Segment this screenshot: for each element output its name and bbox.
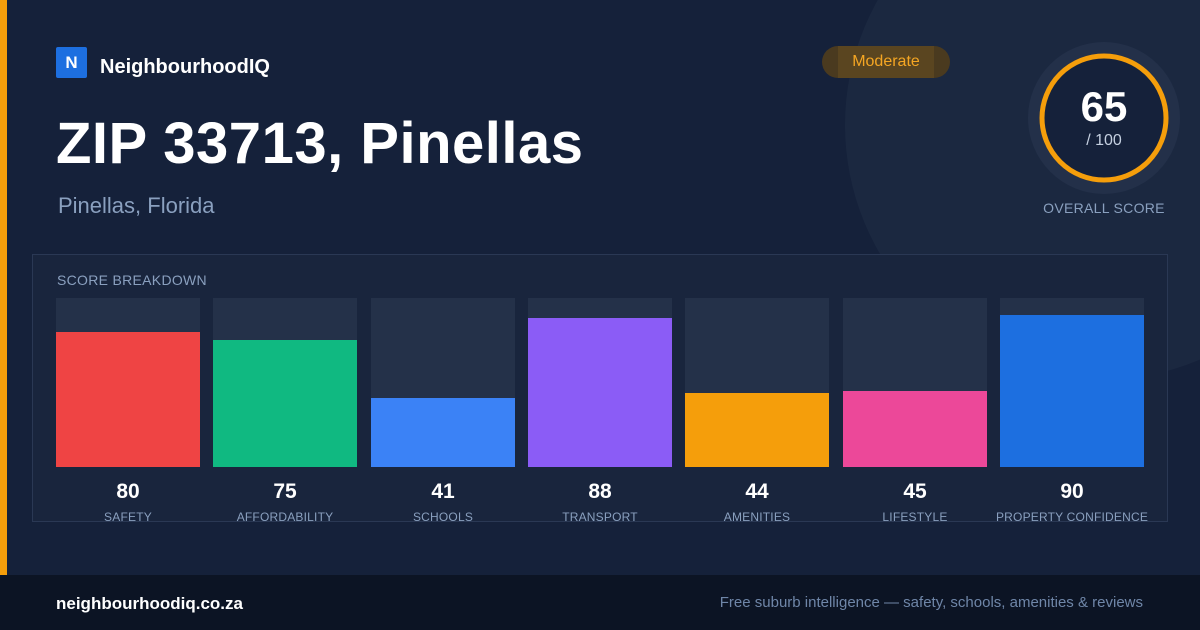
rating-badge-label: Moderate	[852, 53, 920, 70]
brand: N NeighbourhoodIQ	[56, 46, 270, 79]
bar-fill	[528, 318, 672, 467]
bar-fill	[213, 340, 357, 467]
bar-label: AMENITIES	[723, 510, 791, 524]
bar-label: LIFESTYLE	[882, 510, 948, 524]
bar-label: SAFETY	[104, 510, 152, 524]
score-breakdown-panel: SCORE BREAKDOWN 80 SAFETY 75 AFFORDABILITY 4…	[32, 254, 1168, 524]
bar-track	[843, 298, 987, 467]
bar-label: AFFORDABILITY	[236, 510, 334, 524]
page-title: ZIP 33713, Pinellas	[56, 111, 584, 176]
bar-value: 88	[588, 480, 612, 503]
badge-highlight	[838, 46, 934, 78]
bar-fill	[685, 393, 829, 467]
accent-bar	[0, 0, 7, 575]
bar-track	[528, 298, 672, 467]
bar-label: SCHOOLS	[412, 510, 474, 524]
bar-label: TRANSPORT	[562, 510, 638, 524]
breakdown-bars: 80 SAFETY 75 AFFORDABILITY 41 SCHOOLS 88 TRANSP…	[56, 298, 1148, 524]
bar-value: 80	[116, 480, 140, 503]
breakdown-title: SCORE BREAKDOWN	[57, 272, 207, 288]
bar-value: 45	[903, 480, 927, 503]
bar-lifestyle: 45 LIFESTYLE	[843, 298, 987, 524]
bar-safety: 80 SAFETY	[56, 298, 200, 524]
bar-amenities: 44 AMENITIES	[685, 298, 829, 524]
bar-affordability: 75 AFFORDABILITY	[213, 298, 357, 524]
bar-value: 75	[273, 480, 297, 503]
bar-value: 41	[431, 480, 455, 503]
overall-score-value: 65	[1080, 83, 1128, 130]
bar-track	[56, 298, 200, 467]
bar-transport: 88 TRANSPORT	[528, 298, 672, 524]
overall-score-gauge: 65 / 100	[1028, 42, 1180, 194]
bar-schools: 41 SCHOOLS	[371, 298, 515, 524]
bar-label: PROPERTY CONFIDENCE	[995, 510, 1149, 524]
bar-fill	[1000, 315, 1144, 467]
bar-track	[1000, 298, 1144, 467]
bar-fill	[56, 332, 200, 467]
brand-name: NeighbourhoodIQ	[100, 56, 270, 78]
bar-track	[685, 298, 829, 467]
bar-fill	[843, 391, 987, 467]
footer-url: neighbourhoodiq.co.za	[56, 594, 243, 613]
bar-property-confidence: 90 PROPERTY CONFIDENCE	[996, 298, 1148, 524]
footer: neighbourhoodiq.co.za Free suburb intell…	[0, 575, 1200, 630]
rating-badge: Moderate	[822, 46, 950, 78]
overall-score-label: OVERALL SCORE	[1043, 200, 1165, 216]
bar-value: 90	[1060, 480, 1084, 503]
score-ring-icon	[1039, 53, 1169, 183]
bar-track	[371, 298, 515, 467]
bar-track	[213, 298, 357, 467]
overall-score-max: / 100	[1086, 132, 1122, 149]
location-subtitle: Pinellas, Florida	[58, 193, 215, 218]
bar-value: 44	[745, 480, 769, 503]
score-ring-circle	[1039, 53, 1169, 183]
brand-logo-icon: N	[56, 47, 87, 78]
bar-fill	[371, 398, 515, 467]
footer-tagline: Free suburb intelligence — safety, schoo…	[719, 594, 1143, 611]
